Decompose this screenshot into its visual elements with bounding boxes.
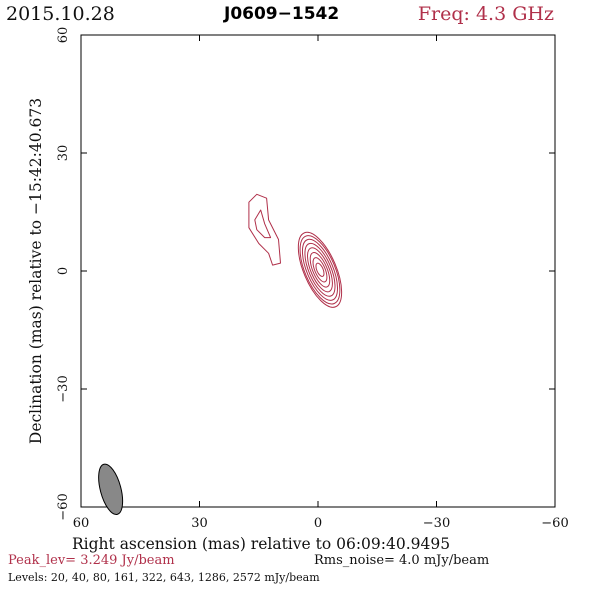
y-axis-label: Declination (mas) relative to −15:42:40.… bbox=[27, 98, 45, 444]
axis-ticks bbox=[80, 34, 556, 508]
x-axis-label: Right ascension (mas) relative to 06:09:… bbox=[72, 535, 450, 553]
core-contour bbox=[312, 257, 328, 283]
source-name: J0609−1542 bbox=[224, 4, 340, 24]
jet-contour bbox=[254, 209, 272, 239]
y-tick-label: 60 bbox=[56, 27, 71, 44]
core-contour bbox=[307, 247, 333, 293]
plot-frame bbox=[80, 34, 556, 508]
x-tick-label: −30 bbox=[423, 516, 450, 531]
core-contour bbox=[301, 238, 338, 301]
observation-date: 2015.10.28 bbox=[6, 3, 115, 25]
beam-group bbox=[98, 463, 124, 516]
peak-level: Peak_lev= 3.249 Jy/beam bbox=[8, 553, 175, 568]
axis-tick-labels: 60 30 0 −30 −60 −60 −30 0 30 60 bbox=[56, 27, 569, 531]
core-contour bbox=[309, 252, 331, 288]
contour-group bbox=[248, 193, 343, 308]
core-contour bbox=[299, 235, 341, 305]
core-contour bbox=[315, 262, 325, 277]
y-tick-label: 30 bbox=[56, 145, 71, 162]
y-tick-label: 0 bbox=[56, 267, 71, 275]
rms-noise: Rms_noise= 4.0 mJy/beam bbox=[314, 553, 490, 568]
x-tick-label: 0 bbox=[314, 516, 322, 531]
contour-levels: Levels: 20, 40, 80, 161, 322, 643, 1286,… bbox=[8, 571, 320, 584]
x-tick-label: 60 bbox=[73, 516, 90, 531]
frequency-label: Freq: 4.3 GHz bbox=[417, 3, 554, 25]
core-contour bbox=[297, 231, 343, 308]
core-contour bbox=[304, 242, 336, 297]
y-tick-label: −60 bbox=[56, 493, 71, 520]
y-tick-label: −30 bbox=[56, 375, 71, 402]
x-tick-label: −60 bbox=[541, 516, 568, 531]
beam-ellipse bbox=[98, 463, 124, 516]
jet-contour bbox=[248, 193, 281, 266]
x-tick-label: 30 bbox=[191, 516, 208, 531]
